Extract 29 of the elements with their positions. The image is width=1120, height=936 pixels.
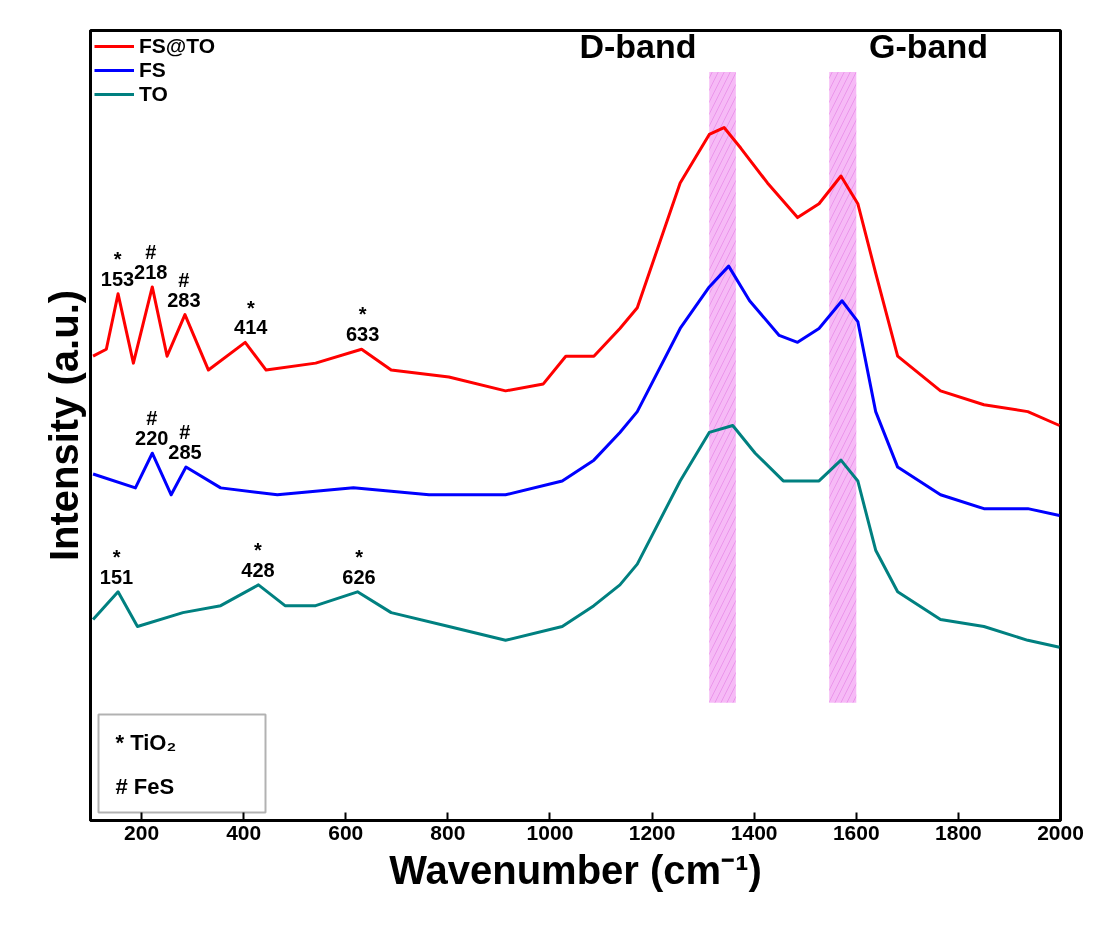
annotation: # 220	[135, 407, 169, 450]
x-tick-label: 2000	[1037, 820, 1084, 844]
annotation: * 153	[100, 248, 135, 290]
x-tick-label: 200	[124, 820, 160, 844]
y-axis-title: Intensity (a.u.)	[41, 289, 86, 562]
band-label: D-band	[579, 27, 697, 66]
x-tick-label: 1600	[832, 820, 880, 844]
annotation: * 428	[241, 539, 275, 581]
band-label: G-band	[869, 27, 989, 66]
x-tick-label: 800	[430, 820, 466, 844]
x-tick-label: 400	[226, 820, 262, 844]
annotation: * TiO₂	[115, 729, 177, 755]
x-axis-title: Wavenumber (cm⁻¹)	[389, 847, 762, 892]
x-tick-label: 1800	[935, 820, 982, 844]
annotation: # 218	[134, 241, 168, 283]
annotation: # FeS	[115, 773, 175, 799]
x-tick-label: 600	[328, 820, 364, 844]
legend-label: FS	[139, 58, 166, 82]
annotation: # 283	[167, 268, 201, 311]
legend-label: TO	[139, 82, 168, 106]
annotation: * 151	[99, 546, 134, 588]
annotation: * 414	[234, 296, 269, 339]
x-tick-label: 1400	[730, 820, 778, 844]
x-tick-label: 1000	[526, 820, 574, 844]
x-tick-label: 1200	[628, 820, 676, 844]
annotation: * 633	[345, 303, 380, 346]
legend-label: FS@TO	[139, 34, 216, 58]
annotation: * 626	[342, 546, 376, 588]
annotation: # 285	[168, 421, 202, 464]
